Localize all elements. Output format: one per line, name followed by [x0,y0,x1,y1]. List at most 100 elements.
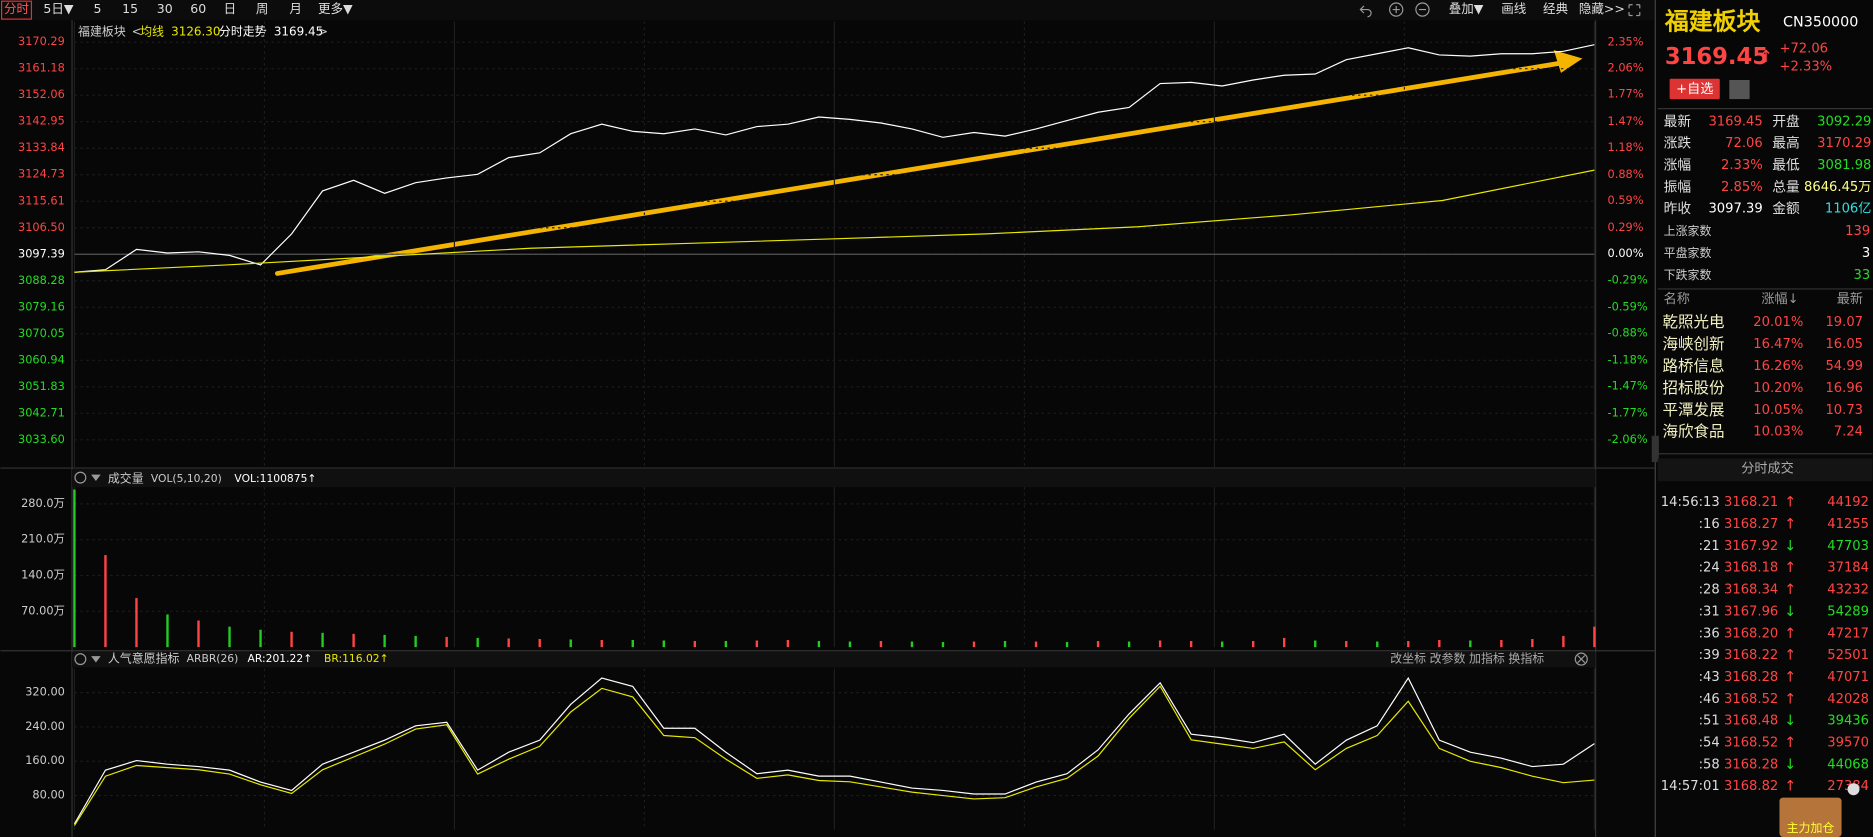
volume-bar [631,639,634,648]
stock-price: 10.73 [1825,403,1863,418]
trade-time: :36 [1699,626,1720,641]
y2-tick-label: -0.88% [1608,326,1648,340]
close-icon[interactable] [1574,652,1588,666]
series-line [73,685,1595,826]
stock-price: 7.24 [1834,425,1863,440]
trade-direction: ↑ [1784,582,1796,598]
toolbar-tab[interactable]: 5 [94,1,102,16]
trade-direction: ↑ [1784,735,1796,751]
toolbar-tab[interactable]: 日 [224,1,237,16]
toolbar-tab[interactable]: 月 [289,1,302,16]
y-tick-label: 3097.39 [18,246,65,260]
avg-label: 均线 [140,25,164,39]
volume-bar [724,641,728,648]
y2-tick-label: 1.77% [1608,87,1644,101]
y-tick-label: 3060.94 [18,352,65,366]
dropdown-icon[interactable] [91,474,101,481]
count-value: 33 [1854,268,1871,283]
volume-bar [1251,641,1255,648]
zoom-in-icon[interactable] [1389,2,1404,17]
volume-bar [1376,641,1379,648]
toolbar-tab[interactable]: 15 [122,1,138,16]
panel-title: 福建板块 [1664,8,1761,36]
trade-price: 3168.28 [1724,757,1778,772]
indicator-button[interactable]: 改参数 [1430,651,1466,666]
volume-bar [445,636,448,648]
trade-volume: 47071 [1827,670,1869,685]
volume-bar [1314,640,1317,648]
quote-value: 2.85% [1721,180,1763,195]
panel-arrow: ↑ [1759,46,1773,66]
y-tick-label: 3042.71 [18,405,65,419]
indicator-button[interactable]: 换指标 [1508,651,1544,666]
toolbar-button[interactable]: 经典 [1543,1,1568,16]
y-tick-label: 3161.18 [18,61,65,75]
volume-bar [1438,639,1441,648]
volume-bar [1034,641,1038,648]
arbr-header-bar [72,651,1596,668]
volume-readout: VOL:1100875↑ [234,472,316,485]
trade-price: 3168.20 [1724,626,1778,641]
toolbar-tab[interactable]: 更多▼ [318,1,353,16]
toolbar-tab[interactable]: 5日▼ [43,1,73,16]
dropdown-icon[interactable] [91,656,101,663]
count-label: 平盘家数 [1664,245,1712,260]
volume-bar [352,633,355,648]
stock-name[interactable]: 路桥信息 [1662,357,1724,375]
toolbar-tab[interactable]: 60 [190,1,206,16]
stock-name[interactable]: 海峡创新 [1662,335,1724,353]
next-arrow[interactable]: > [318,25,328,39]
br-readout: BR:116.02↑ [324,652,389,665]
volume-bar [972,641,976,648]
volume-bar [1220,641,1224,648]
collapse-handle[interactable] [1651,435,1659,463]
stock-name[interactable]: 海欣食品 [1662,423,1724,441]
toolbar-tab[interactable]: 分时 [4,1,30,16]
trade-time: :58 [1699,757,1720,772]
y-tick-label: 80.00 [32,788,64,802]
trade-time: :21 [1699,539,1720,554]
stock-name[interactable]: 招标股份 [1662,379,1725,397]
quote-value: 3169.45 [1708,114,1762,129]
fullscreen-icon[interactable] [1628,4,1641,17]
watch-button[interactable] [1669,78,1720,100]
volume-bar [538,638,541,648]
stocks-header[interactable]: 涨幅↓ [1761,291,1798,307]
stock-change: 10.20% [1753,381,1803,396]
toolbar-tab[interactable]: 30 [157,1,173,16]
volume-bar [693,641,697,648]
toolbar-button[interactable]: 叠加▼ [1449,1,1484,16]
alert-button[interactable] [1729,79,1750,100]
help-icon[interactable] [74,471,87,484]
ad-overlay[interactable] [1779,797,1842,837]
stock-name[interactable]: 乾照光电 [1662,313,1724,331]
indicator-button[interactable]: 加指标 [1469,651,1505,666]
stocks-header[interactable]: 最新 [1837,291,1863,307]
stock-name[interactable]: 平潭发展 [1662,401,1724,419]
toolbar-button[interactable]: 隐藏>> [1579,1,1625,16]
y-tick-label: 160.00 [25,753,65,767]
volume-bar [1096,641,1100,648]
ad-text[interactable]: 主力加仓 [1787,821,1835,835]
trade-direction: ↓ [1784,538,1796,554]
prev-arrow[interactable]: < [132,25,142,39]
undo-icon[interactable] [1359,5,1372,18]
y-tick-label: 3079.16 [18,299,65,313]
stocks-header[interactable]: 名称 [1664,291,1690,307]
trade-price: 3168.34 [1724,583,1778,598]
toolbar-tab[interactable]: 周 [256,1,269,16]
volume-bar [1500,639,1503,648]
watch-button-label[interactable]: +自选 [1676,81,1713,97]
trades-title: 分时成交 [1741,460,1793,477]
y-tick-label: 3133.84 [18,140,65,154]
trade-volume: 42028 [1827,692,1869,707]
ad-close[interactable] [1847,783,1860,796]
help-icon[interactable] [74,653,87,666]
series-line [74,44,1595,273]
volume-bar [1189,641,1193,648]
trade-time: :43 [1699,670,1720,685]
indicator-button[interactable]: 改坐标 [1390,652,1426,666]
stock-price: 19.07 [1825,315,1863,330]
toolbar-button[interactable]: 画线 [1501,1,1527,16]
zoom-out-icon[interactable] [1415,2,1430,17]
